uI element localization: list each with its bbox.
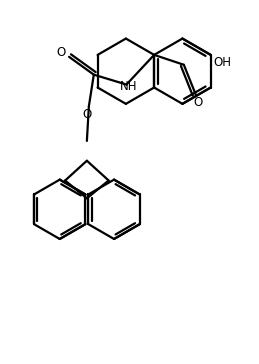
Text: NH: NH	[120, 80, 137, 93]
Text: O: O	[193, 96, 202, 109]
Text: O: O	[56, 46, 66, 59]
Text: OH: OH	[213, 56, 232, 69]
Text: O: O	[82, 108, 91, 121]
